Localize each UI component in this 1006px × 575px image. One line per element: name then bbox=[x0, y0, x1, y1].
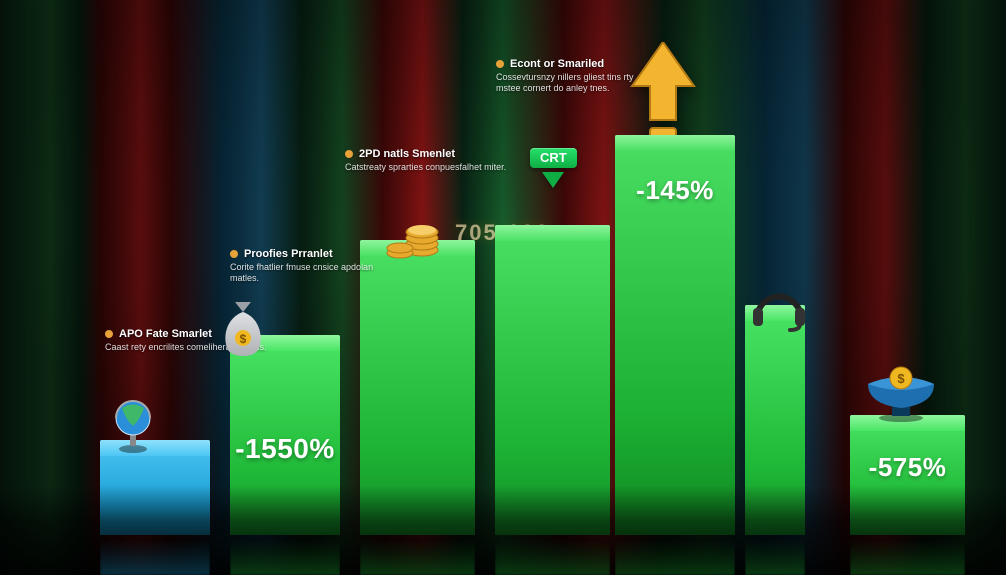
coin-bowl-icon: $ bbox=[862, 360, 940, 422]
bar-4: -145% bbox=[615, 135, 735, 535]
crt-arrow-down-icon bbox=[542, 172, 564, 188]
callout-2pd-title: 2PD natls Smenlet bbox=[359, 148, 455, 160]
bar-4-reflection bbox=[615, 539, 735, 575]
bar-1-reflection bbox=[230, 539, 340, 575]
callout-apo-title: APO Fate Smarlet bbox=[119, 328, 212, 340]
coins-icon bbox=[382, 205, 442, 260]
callout-2pd: 2PD natls Smenlet Catstreaty sprarties c… bbox=[345, 148, 506, 173]
bar-5-reflection bbox=[745, 539, 805, 575]
stage: 705·100 -1550% -145% -575% bbox=[0, 0, 1006, 575]
callout-eco-sub: Cossevtursnzy nillers gliest tins rty ms… bbox=[496, 72, 646, 95]
svg-text:$: $ bbox=[897, 371, 905, 386]
bar-3-reflection bbox=[495, 539, 610, 575]
bar-1-label: -1550% bbox=[230, 433, 340, 465]
bar-2-reflection bbox=[360, 539, 475, 575]
svg-text:$: $ bbox=[240, 332, 247, 346]
callout-pro: Proofies Prranlet Corite fhatlier fmuse … bbox=[230, 248, 400, 285]
crt-chip: CRT bbox=[530, 148, 577, 168]
callout-eco-title: Econt or Smariled bbox=[510, 58, 604, 70]
bar-4-label: -145% bbox=[615, 175, 735, 206]
callout-eco: Econt or Smariled Cossevtursnzy nillers … bbox=[496, 58, 646, 95]
bar-6-label: -575% bbox=[850, 452, 965, 483]
callout-pro-title: Proofies Prranlet bbox=[244, 248, 333, 260]
crt-chip-label: CRT bbox=[540, 150, 567, 165]
globe-icon bbox=[110, 398, 156, 454]
money-bag-icon: $ bbox=[218, 300, 268, 358]
callout-2pd-sub: Catstreaty sprarties conpuesfalhet miter… bbox=[345, 162, 506, 173]
headset-icon bbox=[750, 282, 808, 332]
callout-pro-sub: Corite fhatlier fmuse cnsice apdolan mat… bbox=[230, 262, 400, 285]
bar-0-reflection bbox=[100, 539, 210, 575]
bar-6-reflection bbox=[850, 539, 965, 575]
